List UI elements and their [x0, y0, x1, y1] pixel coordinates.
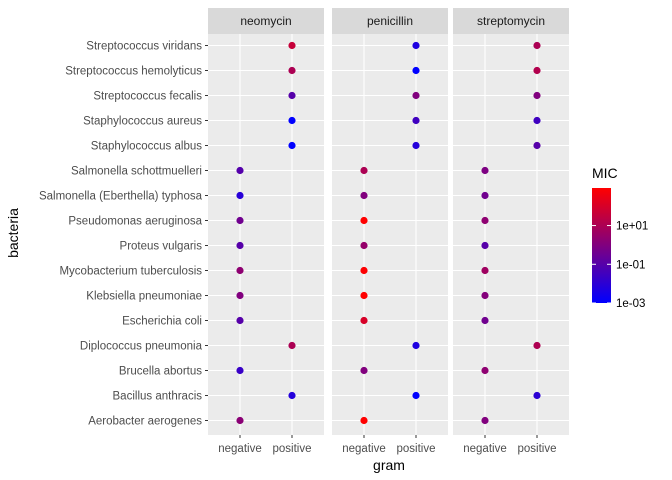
- facet-panel-neomycin: neomycin: [208, 8, 324, 435]
- data-point: [360, 366, 368, 375]
- data-point: [288, 91, 296, 100]
- y-tick-label: Staphylococcus aureus: [83, 116, 202, 128]
- facet-strip: [332, 8, 448, 34]
- y-tick-label: Streptococcus viridans: [86, 41, 202, 53]
- data-point: [481, 241, 489, 250]
- panel-background: [453, 34, 569, 435]
- data-point: [533, 141, 541, 150]
- data-point: [533, 116, 541, 125]
- data-point: [288, 391, 296, 400]
- x-tick-label: positive: [518, 443, 557, 455]
- data-point: [288, 116, 296, 125]
- data-point: [236, 416, 244, 425]
- legend-title: MIC: [592, 165, 618, 181]
- data-point: [533, 341, 541, 350]
- data-point: [533, 91, 541, 100]
- data-point: [236, 166, 244, 175]
- data-point: [481, 216, 489, 225]
- y-tick-label: Salmonella schottmuelleri: [71, 166, 202, 178]
- data-point: [412, 66, 420, 75]
- legend-label: 1e+01: [616, 221, 648, 233]
- data-point: [288, 141, 296, 150]
- y-tick-label: Bacillus anthracis: [113, 391, 203, 403]
- facet-panels: neomycin penicillin streptomycin: [208, 8, 569, 435]
- facet-strip-label: streptomycin: [477, 14, 545, 28]
- data-point: [412, 341, 420, 350]
- facet-strip: [453, 8, 569, 34]
- data-point: [288, 41, 296, 50]
- data-point: [533, 391, 541, 400]
- data-point: [360, 316, 368, 325]
- x-tick-label: positive: [397, 443, 436, 455]
- data-point: [236, 241, 244, 250]
- x-tick-label: positive: [273, 443, 312, 455]
- x-tick-label: negative: [218, 443, 261, 455]
- data-point: [360, 191, 368, 200]
- data-point: [412, 41, 420, 50]
- x-tick-label: negative: [342, 443, 385, 455]
- data-point: [360, 241, 368, 250]
- data-point: [360, 216, 368, 225]
- facet-strip: [208, 8, 324, 34]
- data-point: [236, 191, 244, 200]
- legend-colorbar: [592, 188, 611, 303]
- y-tick-label: Aerobacter aerogenes: [88, 416, 202, 428]
- data-point: [533, 41, 541, 50]
- data-point: [533, 66, 541, 75]
- legend-label: 1e-03: [616, 298, 645, 310]
- y-tick-label: Staphylococcus albus: [91, 141, 202, 153]
- data-point: [360, 416, 368, 425]
- y-tick-label: Proteus vulgaris: [120, 241, 203, 253]
- data-point: [481, 266, 489, 275]
- y-axis-title: bacteria: [5, 208, 21, 258]
- y-tick-label: Streptococcus hemolyticus: [65, 66, 202, 78]
- y-tick-label: Brucella abortus: [119, 366, 202, 378]
- data-point: [412, 391, 420, 400]
- data-point: [360, 166, 368, 175]
- x-axis-title: gram: [373, 457, 405, 473]
- data-point: [236, 316, 244, 325]
- data-point: [288, 341, 296, 350]
- data-point: [360, 291, 368, 300]
- y-tick-label: Streptococcus fecalis: [93, 91, 202, 103]
- data-point: [236, 216, 244, 225]
- data-point: [481, 416, 489, 425]
- facet-panel-penicillin: penicillin: [332, 8, 448, 435]
- y-tick-label: Salmonella (Eberthella) typhosa: [39, 191, 203, 203]
- facet-strip-label: penicillin: [367, 14, 413, 28]
- y-tick-label: Mycobacterium tuberculosis: [59, 266, 202, 278]
- data-point: [481, 366, 489, 375]
- facet-panel-streptomycin: streptomycin: [453, 8, 569, 435]
- data-point: [288, 66, 296, 75]
- data-point: [412, 116, 420, 125]
- panel-background: [332, 34, 448, 435]
- color-legend: MIC 1e-03 1e-01 1e+01: [592, 165, 648, 310]
- x-tick-label: negative: [463, 443, 506, 455]
- y-tick-label: Klebsiella pneumoniae: [86, 291, 202, 303]
- data-point: [481, 191, 489, 200]
- data-point: [481, 316, 489, 325]
- facet-strip-label: neomycin: [240, 14, 291, 28]
- data-point: [236, 291, 244, 300]
- data-point: [481, 291, 489, 300]
- data-point: [236, 366, 244, 375]
- y-axis-ticks: Aerobacter aerogenes Bacillus anthracis Br…: [39, 41, 208, 428]
- legend-label: 1e-01: [616, 259, 645, 271]
- data-point: [236, 266, 244, 275]
- y-tick-label: Pseudomonas aeruginosa: [68, 216, 202, 228]
- x-axis-ticks: negative positive negative positive negative…: [218, 435, 557, 455]
- panel-background: [208, 34, 324, 435]
- y-tick-label: Diplococcus pneumonia: [80, 341, 203, 353]
- y-tick-label: Escherichia coli: [122, 316, 202, 328]
- data-point: [412, 91, 420, 100]
- data-point: [360, 266, 368, 275]
- data-point: [412, 141, 420, 150]
- data-point: [481, 166, 489, 175]
